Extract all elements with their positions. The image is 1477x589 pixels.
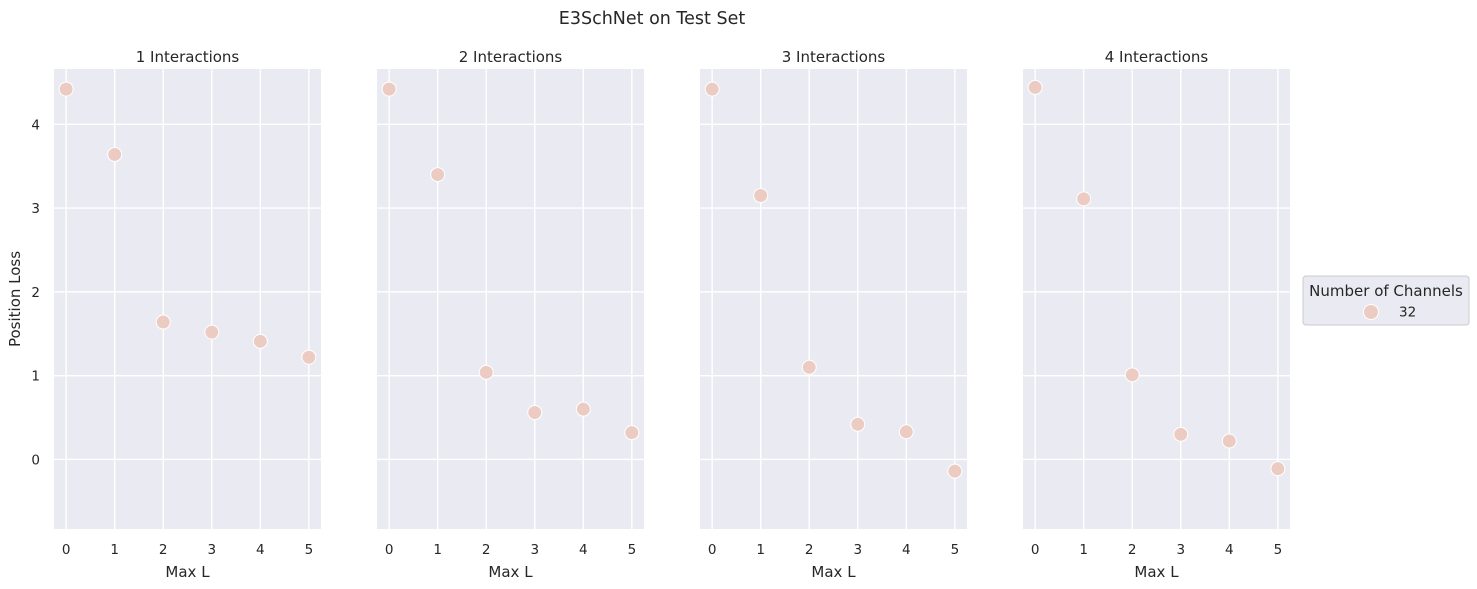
y-tick-label: 1 — [31, 369, 40, 385]
x-tick-label: 4 — [256, 542, 265, 558]
x-tick-label: 0 — [708, 542, 717, 558]
x-tick-label: 4 — [902, 542, 911, 558]
x-tick-label: 5 — [628, 542, 637, 558]
y-axis-label: Position Loss — [6, 251, 24, 347]
panel-title: 3 Interactions — [782, 48, 886, 66]
x-axis-label: Max L — [811, 563, 856, 581]
data-point — [155, 314, 171, 330]
data-point — [753, 188, 769, 204]
data-point — [381, 81, 397, 97]
data-point — [801, 359, 817, 375]
y-tick-label: 2 — [31, 285, 40, 301]
x-tick-label: 1 — [110, 542, 119, 558]
data-point — [301, 349, 317, 365]
x-tick-label: 3 — [530, 542, 539, 558]
data-point — [58, 81, 74, 97]
x-axis-label: Max L — [165, 563, 210, 581]
x-tick-label: 5 — [1274, 542, 1283, 558]
data-point — [898, 424, 914, 440]
data-point — [1173, 426, 1189, 442]
x-tick-label: 0 — [385, 542, 394, 558]
legend-entry-label: 32 — [1399, 305, 1416, 321]
panel-title: 4 Interactions — [1105, 48, 1209, 66]
x-tick-label: 5 — [951, 542, 960, 558]
panel-title: 1 Interactions — [136, 48, 240, 66]
x-axis-label: Max L — [1134, 563, 1179, 581]
data-point — [850, 416, 866, 432]
x-tick-label: 5 — [305, 542, 314, 558]
data-point — [1124, 367, 1140, 383]
data-point — [1027, 79, 1043, 95]
data-point — [1270, 461, 1286, 477]
x-tick-label: 2 — [159, 542, 168, 558]
panel-title: 2 Interactions — [459, 48, 563, 66]
data-point — [252, 333, 268, 349]
y-tick-label: 0 — [31, 452, 40, 468]
data-point — [527, 405, 543, 421]
data-point — [947, 463, 963, 479]
panels-group: 0 1 2 3 4 5 0 1 2 3 4 1 Interactions Max L 0 1 2 3 4 5 2 In… — [31, 48, 1290, 581]
y-tick-label: 4 — [31, 117, 40, 133]
x-tick-label: 4 — [1225, 542, 1234, 558]
data-point — [1221, 433, 1237, 449]
x-tick-label: 3 — [1176, 542, 1185, 558]
legend-title: Number of Channels — [1309, 282, 1463, 300]
data-point — [204, 324, 220, 340]
panel-2: 0 1 2 3 4 5 2 Interactions Max L — [377, 48, 644, 581]
panel-background — [1023, 69, 1290, 529]
data-point — [624, 425, 640, 441]
x-tick-label: 3 — [207, 542, 216, 558]
x-tick-label: 4 — [579, 542, 588, 558]
data-point — [430, 167, 446, 183]
panel-background — [377, 69, 644, 529]
chart-title: E3SchNet on Test Set — [559, 9, 746, 29]
x-tick-label: 1 — [756, 542, 765, 558]
legend-marker — [1363, 304, 1379, 320]
data-point — [575, 401, 591, 417]
panel-background — [54, 69, 321, 529]
data-point — [704, 81, 720, 97]
x-tick-label: 3 — [853, 542, 862, 558]
panel-3: 0 1 2 3 4 5 3 Interactions Max L — [700, 48, 967, 581]
data-point — [107, 146, 123, 162]
data-point — [478, 364, 494, 380]
panel-4: 0 1 2 3 4 5 4 Interactions Max L — [1023, 48, 1290, 581]
data-point — [1076, 191, 1092, 207]
x-axis-label: Max L — [488, 563, 533, 581]
x-tick-label: 0 — [62, 542, 71, 558]
x-tick-label: 0 — [1031, 542, 1040, 558]
panel-1: 0 1 2 3 4 5 0 1 2 3 4 1 Interactions Max L — [31, 48, 321, 581]
x-tick-label: 2 — [1128, 542, 1137, 558]
x-tick-label: 2 — [805, 542, 814, 558]
y-tick-label: 3 — [31, 201, 40, 217]
legend-frame — [1302, 275, 1470, 326]
x-tick-label: 1 — [433, 542, 442, 558]
x-tick-label: 2 — [482, 542, 491, 558]
x-tick-label: 1 — [1079, 542, 1088, 558]
legend: Number of Channels 32 — [1302, 275, 1470, 326]
panel-background — [700, 69, 967, 529]
